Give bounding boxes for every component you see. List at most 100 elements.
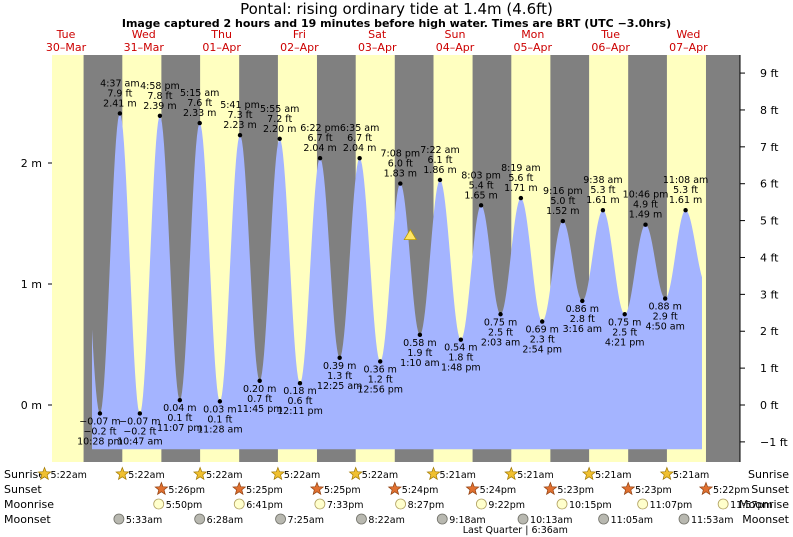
- sunset-icon: [621, 481, 636, 496]
- sunset-icon: [309, 481, 325, 496]
- tide-point: [317, 155, 323, 161]
- sunset-time: 5:25pm: [324, 485, 361, 496]
- moonrise-row-label-right: Moonrise: [739, 498, 789, 511]
- y-tick-label-left: 0 m: [21, 399, 42, 412]
- tide-time-label: 10:28 pm: [77, 436, 123, 447]
- tide-metre-label: −0.07 m: [119, 416, 160, 427]
- tide-point: [197, 120, 202, 126]
- tide-point: [97, 411, 103, 416]
- tide-point: [662, 296, 668, 301]
- tide-time-label: 4:37 am: [100, 78, 139, 89]
- moonrise-icon: [395, 498, 406, 510]
- tide-feet-label: 2.3 ft: [530, 335, 555, 346]
- tide-time-label: 2:03 am: [481, 337, 520, 348]
- day-date: 05–Apr: [514, 41, 553, 54]
- tide-time-label: 11:28 am: [197, 424, 242, 435]
- tide-feet-label: 6.0 ft: [388, 159, 413, 170]
- sunrise-time: 5:22am: [284, 470, 320, 481]
- moonset-time: 11:05am: [611, 515, 653, 526]
- tide-time-label: 4:50 am: [645, 322, 684, 333]
- tide-time-label: 11:07 pm: [157, 423, 203, 434]
- sunrise-icon: [270, 466, 285, 481]
- sunrise-time: 5:22am: [128, 470, 164, 481]
- y-tick-label-left: 2 m: [21, 157, 42, 170]
- moonrise-time: 10:15pm: [569, 500, 612, 511]
- tide-time-label: 12:11 pm: [277, 406, 323, 417]
- y-tick-label-right: 6 ft: [760, 178, 779, 191]
- moonset-icon: [356, 513, 367, 525]
- tide-feet-label: 1.8 ft: [448, 353, 473, 364]
- moonset-icon: [598, 513, 610, 525]
- tide-point: [540, 319, 545, 324]
- sunrise-icon: [659, 466, 674, 481]
- tide-feet-label: −0.2 ft: [123, 426, 156, 437]
- tide-metre-label: 0.69 m: [525, 325, 558, 336]
- sunrise-time: 5:21am: [517, 470, 553, 481]
- sunrise-time: 5:21am: [595, 470, 631, 481]
- moonset-time: 7:25am: [288, 515, 324, 526]
- tide-point: [437, 177, 443, 183]
- day-date: 01–Apr: [202, 41, 241, 54]
- moonrise-time: 6:41pm: [246, 500, 283, 511]
- tide-time-label: 7:22 am: [420, 145, 459, 156]
- chart-subtitle: Image captured 2 hours and 19 minutes be…: [121, 17, 672, 30]
- day-date: 02–Apr: [280, 41, 319, 54]
- tide-metre-label: 2.20 m: [263, 124, 296, 135]
- tide-feet-label: 7.9 ft: [107, 88, 132, 99]
- tide-feet-label: 5.3 ft: [590, 185, 615, 196]
- moonset-icon: [194, 513, 206, 525]
- tide-feet-label: 0.7 ft: [247, 394, 272, 405]
- day-name: Tue: [600, 28, 620, 41]
- sunrise-time: 5:22am: [206, 470, 242, 481]
- tide-metre-label: 0.03 m: [203, 404, 236, 415]
- tide-point: [580, 298, 585, 304]
- tide-point: [458, 337, 464, 342]
- sunset-time: 5:24pm: [480, 485, 517, 496]
- day-name: Sat: [368, 28, 387, 41]
- sunset-row-label-right: Sunset: [751, 483, 789, 496]
- sunset-time: 5:23pm: [557, 485, 594, 496]
- tide-metre-label: 2.04 m: [303, 143, 336, 154]
- y-tick-label-right: 2 ft: [760, 325, 779, 338]
- moonset-icon: [436, 513, 448, 525]
- tide-feet-label: 6.7 ft: [308, 133, 333, 144]
- tide-point: [683, 207, 688, 213]
- sunset-time: 5:25pm: [246, 485, 283, 496]
- tide-time-label: 4:21 pm: [605, 337, 645, 348]
- day-name: Thu: [210, 28, 232, 41]
- moonset-row-label: Moonset: [4, 513, 51, 526]
- tide-time-label: 2:54 pm: [522, 345, 562, 356]
- tide-point: [398, 181, 403, 186]
- tide-point: [157, 113, 163, 119]
- tide-time-label: 6:35 am: [340, 123, 379, 134]
- tide-feet-label: 5.0 ft: [550, 196, 575, 207]
- sunset-time: 5:26pm: [168, 485, 205, 496]
- tide-point: [518, 195, 524, 201]
- sunset-icon: [543, 481, 558, 496]
- tide-time-label: 12:25 am: [317, 381, 362, 392]
- moonset-time: 8:22am: [368, 515, 404, 526]
- tide-metre-label: 1.49 m: [629, 210, 662, 221]
- tide-metre-label: 1.61 m: [586, 195, 619, 206]
- tide-feet-label: 5.3 ft: [673, 185, 698, 196]
- moon-phase-label: Last Quarter | 6:36am: [463, 525, 568, 536]
- tide-feet-label: 2.5 ft: [612, 327, 637, 338]
- tide-time-label: 9:38 am: [583, 175, 622, 186]
- tide-point: [560, 218, 566, 224]
- sunset-icon: [698, 481, 714, 496]
- tide-metre-label: 1.86 m: [423, 165, 456, 176]
- tide-metre-label: 0.88 m: [648, 302, 681, 313]
- tide-point: [622, 312, 627, 317]
- tide-feet-label: 2.5 ft: [488, 327, 513, 338]
- sunrise-icon: [504, 466, 519, 481]
- sunrise-row-label-right: Sunrise: [748, 468, 789, 481]
- tide-point: [600, 207, 606, 213]
- tide-point: [117, 111, 123, 116]
- tide-time-label: 8:19 am: [501, 163, 540, 174]
- tide-time-label: 4:58 pm: [140, 81, 180, 92]
- tide-metre-label: 2.33 m: [183, 108, 216, 119]
- chart-title: Pontal: rising ordinary tide at 1.4m (4.…: [240, 0, 553, 18]
- current-level-marker: [403, 228, 417, 241]
- tide-time-label: 10:47 am: [117, 436, 162, 447]
